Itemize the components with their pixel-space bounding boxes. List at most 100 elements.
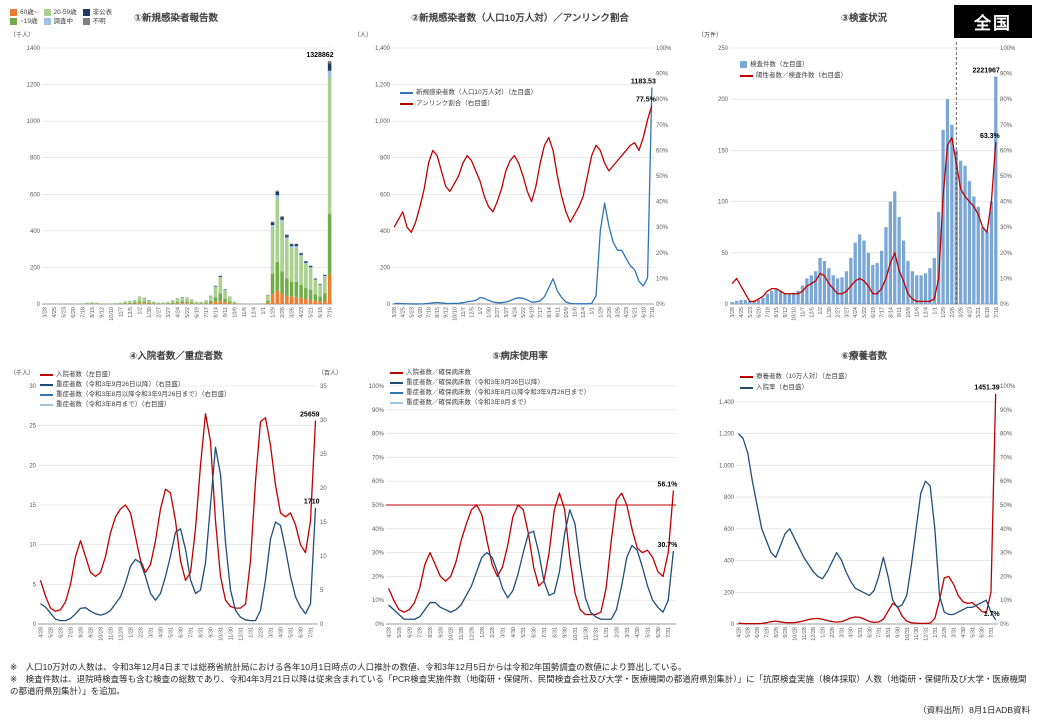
legend-label: 調査中 [53, 18, 74, 26]
svg-text:10%: 10% [656, 276, 669, 282]
svg-text:2/26: 2/26 [280, 307, 286, 318]
legend-label: 重症者数／確保病床数（令和3年8月以降令和3年9月26日まで） [406, 389, 591, 397]
svg-text:20: 20 [29, 463, 36, 469]
svg-text:4/23: 4/23 [967, 307, 973, 318]
svg-text:1/29: 1/29 [271, 307, 277, 318]
svg-text:4/30: 4/30 [961, 627, 967, 638]
svg-text:30: 30 [320, 418, 327, 424]
svg-text:0%: 0% [1000, 302, 1009, 308]
svg-text:0%: 0% [656, 302, 665, 308]
svg-text:30%: 30% [1000, 551, 1013, 557]
svg-text:30.7%: 30.7% [658, 542, 679, 549]
svg-text:12/5: 12/5 [809, 307, 815, 318]
svg-text:7/16: 7/16 [994, 307, 1000, 318]
svg-text:0: 0 [731, 622, 735, 628]
svg-text:8/14: 8/14 [214, 307, 220, 318]
legend-label: 療養者数（10万人対）（左目盛） [756, 373, 851, 380]
svg-text:1/30: 1/30 [487, 307, 493, 318]
svg-text:600: 600 [30, 192, 41, 198]
svg-text:3/31: 3/31 [269, 627, 275, 638]
svg-text:9/12: 9/12 [783, 307, 789, 318]
svg-text:2/27: 2/27 [495, 307, 501, 318]
svg-text:7/31: 7/31 [877, 627, 883, 638]
svg-text:1/2: 1/2 [818, 307, 824, 315]
legend-label: 入院者数（左目盛） [56, 371, 115, 378]
svg-text:1.7%: 1.7% [984, 611, 1001, 618]
svg-text:5/23: 5/23 [748, 307, 754, 318]
chart-plot: 0% 10% 20% 30% 40% 50% 60% 70% 80% 90% 100% 4/28 5/2… [352, 362, 688, 658]
svg-text:20%: 20% [1000, 251, 1013, 257]
legend-swatch-icon [10, 18, 17, 26]
svg-text:3/27: 3/27 [166, 307, 172, 318]
svg-text:6/20: 6/20 [418, 307, 424, 318]
svg-text:7/18: 7/18 [80, 307, 86, 318]
svg-text:80%: 80% [656, 97, 669, 103]
svg-text:80%: 80% [372, 432, 385, 438]
svg-text:3/26: 3/26 [959, 307, 965, 318]
svg-text:9/28: 9/28 [438, 627, 444, 638]
svg-text:2/28: 2/28 [139, 627, 145, 638]
svg-text:1710: 1710 [304, 499, 320, 506]
legend-item: 療養者数（10万人対）（左目盛） [740, 372, 851, 381]
legend-swatch-icon [740, 61, 747, 69]
legend-label: 重症者数（令和3年8月まで）（右目盛） [56, 401, 171, 409]
svg-text:1,000: 1,000 [719, 463, 735, 469]
svg-text:400: 400 [30, 229, 41, 235]
chart-plot: 0 5 10 15 20 25 30 0 5 10 15 20 25 30 35 4/28 5/28 6/28 7/… [8, 362, 344, 658]
chart-plot: 0 200 400 600 800 1,000 1,200 1,400 0% 10% 20% 30% 4… [352, 24, 688, 338]
legend-item: 新規感染者数（人口10万人対）（左目盛） [400, 88, 537, 97]
svg-text:90%: 90% [1000, 72, 1013, 78]
source-note: （資料出所）8月1日ADB資料 [918, 705, 1030, 715]
svg-text:77.5%: 77.5% [636, 97, 657, 104]
svg-text:10: 10 [29, 543, 36, 549]
svg-text:6/19: 6/19 [530, 307, 536, 318]
legend-item: 入院者数／確保病床数 [390, 368, 590, 377]
svg-text:10/10: 10/10 [792, 307, 798, 321]
svg-text:（万件）: （万件） [698, 31, 722, 39]
legend-swatch-icon [43, 18, 51, 26]
legend-swatch-icon [740, 375, 753, 378]
svg-text:1/2: 1/2 [137, 307, 143, 315]
svg-text:30: 30 [29, 384, 36, 390]
svg-text:6/30: 6/30 [980, 627, 986, 638]
svg-text:6/18: 6/18 [641, 307, 647, 318]
svg-text:70%: 70% [1000, 455, 1013, 461]
svg-text:5/31: 5/31 [858, 627, 864, 638]
svg-text:1,000: 1,000 [375, 119, 391, 125]
svg-text:600: 600 [724, 527, 735, 533]
svg-text:12/31: 12/31 [239, 627, 245, 641]
svg-text:10/9: 10/9 [233, 307, 239, 318]
svg-text:11/6: 11/6 [242, 307, 248, 317]
svg-text:90%: 90% [372, 408, 385, 414]
chart-title: ⑤病床使用率 [492, 351, 548, 362]
svg-text:7/28: 7/28 [69, 627, 75, 638]
svg-text:50%: 50% [372, 503, 385, 509]
svg-text:60%: 60% [372, 479, 385, 485]
svg-text:4/30: 4/30 [635, 627, 641, 638]
svg-text:12/31: 12/31 [923, 627, 929, 641]
svg-text:4/23: 4/23 [299, 307, 305, 318]
svg-text:5/22: 5/22 [862, 307, 868, 318]
svg-text:8/14: 8/14 [547, 307, 553, 318]
panel-hospitalized-severe: ④入院者数／重症者数 0 5 10 15 20 25 30 0 5 10 15 20 25 30 35 4/2… [8, 346, 344, 658]
chart-title: ⑥療養者数 [840, 351, 888, 362]
legend-label: 20-59歳 [53, 9, 77, 16]
svg-text:11/30: 11/30 [583, 627, 589, 640]
svg-text:7/28: 7/28 [764, 627, 770, 638]
svg-text:8/28: 8/28 [79, 627, 85, 638]
svg-text:2/28: 2/28 [259, 627, 265, 638]
svg-text:11/30: 11/30 [229, 627, 235, 640]
legend-item: 重症者数／確保病床数（令和3年8月まで） [390, 398, 590, 407]
svg-text:4/24: 4/24 [175, 307, 181, 318]
panel-new-cases-reported: ①新規感染者報告数 0 200 400 600 800 1000 1200 1400 3/28 4… [8, 8, 344, 338]
svg-text:8/31: 8/31 [886, 627, 892, 638]
svg-text:8/15: 8/15 [435, 307, 441, 318]
svg-text:6/18: 6/18 [985, 307, 991, 318]
svg-text:1/28: 1/28 [129, 627, 135, 638]
svg-text:0: 0 [320, 622, 324, 628]
legend-swatch-icon [43, 9, 51, 17]
svg-text:8/15: 8/15 [774, 307, 780, 318]
svg-text:30%: 30% [372, 551, 385, 557]
legend-swatch-icon [40, 403, 53, 406]
svg-text:4/24: 4/24 [853, 307, 859, 318]
